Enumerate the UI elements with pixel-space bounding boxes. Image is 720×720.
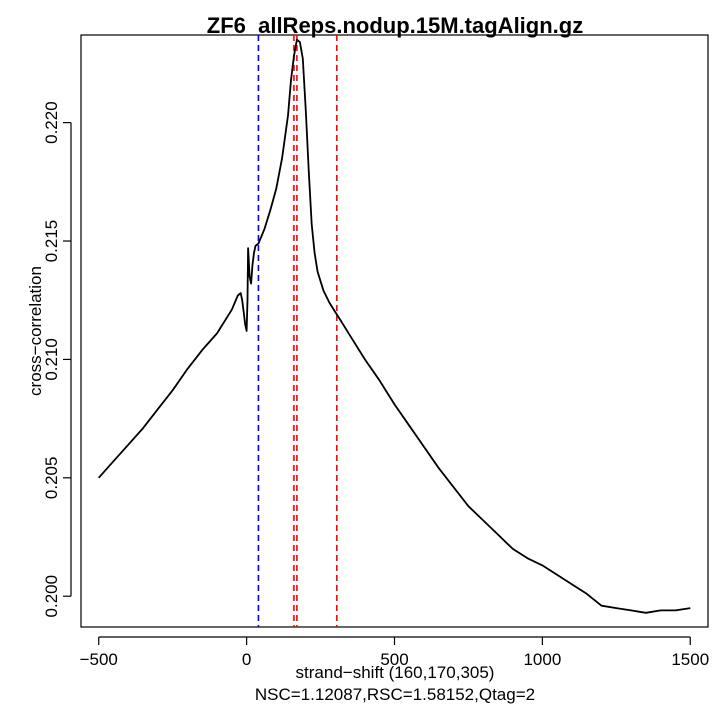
plot-frame [80,34,709,628]
x-axis-label: strand−shift (160,170,305) [296,663,495,682]
x-tick-label: 0 [242,650,251,669]
x-tick-label: 1500 [671,650,709,669]
y-tick-label: 0.200 [42,575,61,618]
x-axis: −500 0 500 1000 1500 [80,636,709,669]
y-axis-label: cross−correlation [26,266,45,396]
x-tick-label: 1000 [523,650,561,669]
y-tick-label: 0.220 [42,101,61,144]
cross-correlation-line [98,38,691,614]
x-axis-sublabel: NSC=1.12087,RSC=1.58152,Qtag=2 [255,685,535,704]
series-group [98,38,691,614]
reference-lines [257,35,338,627]
y-tick-label: 0.210 [42,338,61,381]
x-tick-label: 500 [380,650,408,669]
chart-title: ZF6_allReps.nodup.15M.tagAlign.gz [207,13,583,38]
y-axis: 0.200 0.205 0.210 0.215 0.220 [42,101,72,618]
y-tick-label: 0.205 [42,457,61,500]
y-tick-label: 0.215 [42,220,61,263]
x-tick-label: −500 [80,650,118,669]
